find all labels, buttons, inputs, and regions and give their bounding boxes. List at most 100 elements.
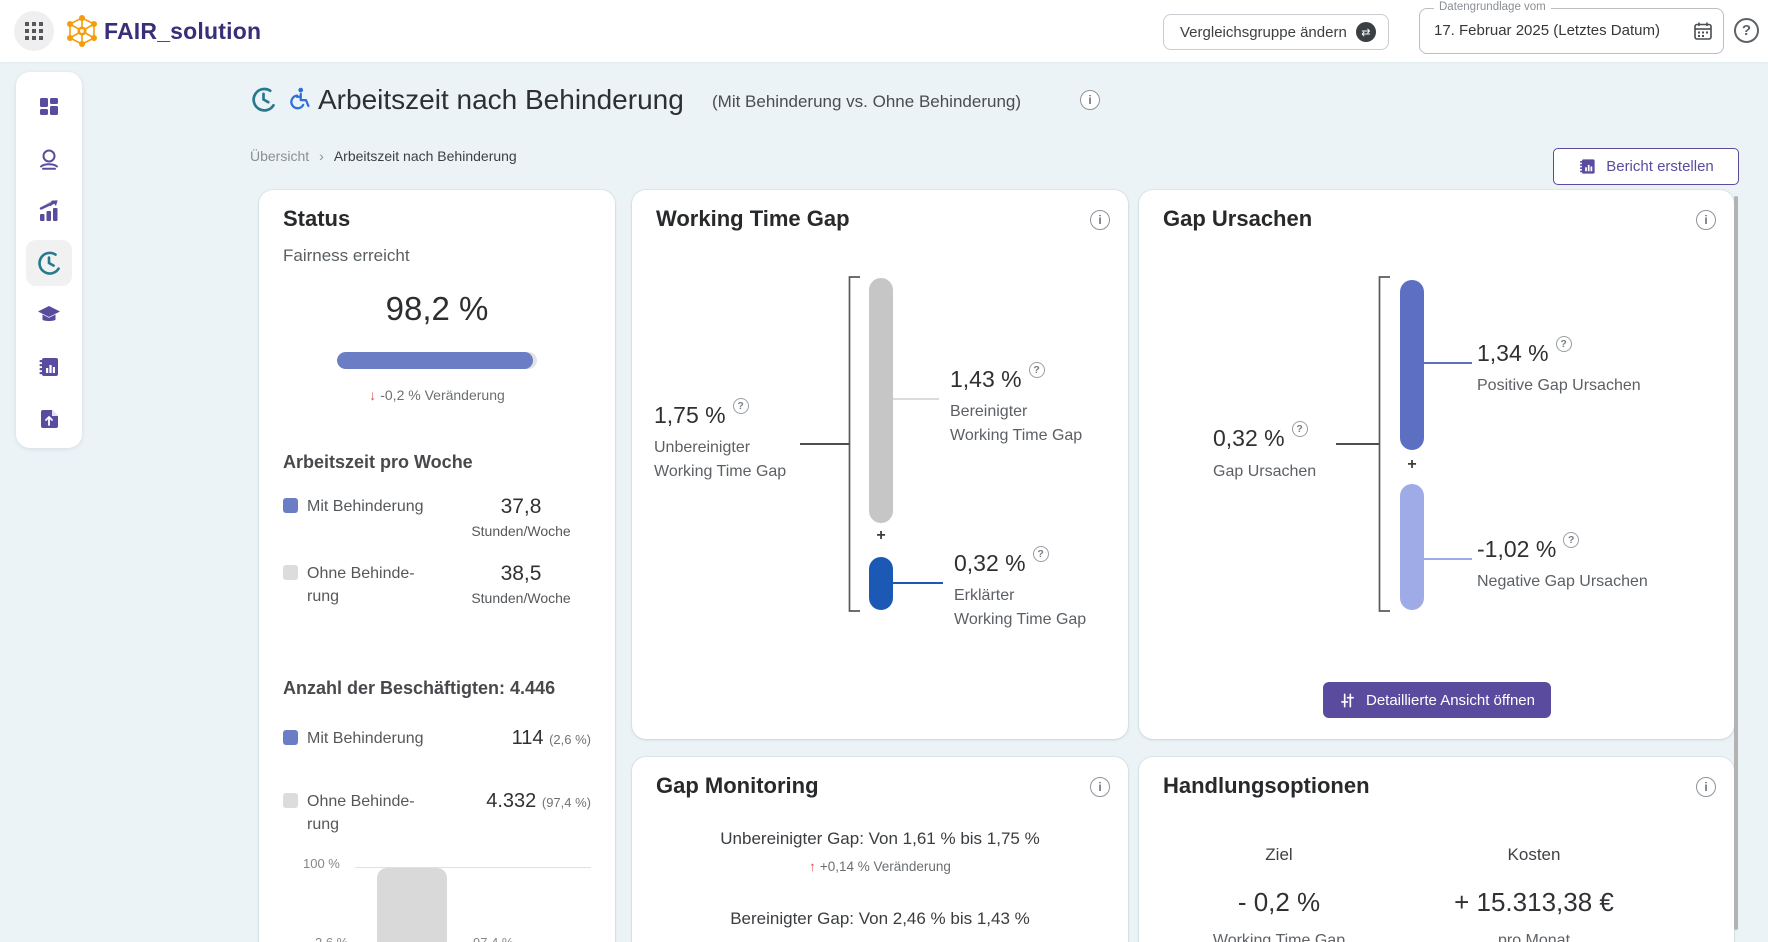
- upload-file-icon: [41, 410, 58, 428]
- headcount-row-without-disability: Ohne Behinde-rung 4.332 (97,4 %): [283, 790, 591, 836]
- page-title-icons: [250, 86, 312, 113]
- unadjusted-gap-label: Unbereinigter Working Time Gap: [654, 439, 787, 480]
- create-report-label: Bericht erstellen: [1606, 158, 1714, 175]
- goal-column: Ziel - 0,2 % Working Time Gap: [1169, 845, 1389, 942]
- cost-heading: Kosten: [1507, 845, 1561, 864]
- goal-heading: Ziel: [1265, 845, 1293, 864]
- explained-gap-value: 0,32 %?: [954, 546, 1049, 577]
- page-title-info-icon[interactable]: i: [1080, 90, 1100, 110]
- worktime-row-with-disability: Mit Behinderung 37,8 Stunden/Woche: [283, 495, 591, 539]
- create-report-button[interactable]: Bericht erstellen: [1553, 148, 1739, 185]
- question-icon[interactable]: ?: [1563, 532, 1580, 548]
- question-icon[interactable]: ?: [1291, 421, 1308, 437]
- connector-line-explained: [893, 582, 943, 584]
- fairness-change-text: -0,2 % Veränderung: [380, 387, 505, 403]
- action-options-card: Handlungsoptionen i Ziel - 0,2 % Working…: [1139, 757, 1734, 942]
- tune-sliders-icon: [1341, 693, 1354, 707]
- connector-line-unadjusted: [800, 443, 850, 445]
- breadcrumb-chevron-icon: ›: [319, 148, 324, 164]
- mini-chart-bar-without-disability: [377, 868, 447, 942]
- date-field-label: Datengrundlage vom: [1434, 1, 1551, 13]
- cost-column: Kosten + 15.313,38 € pro Monat: [1389, 845, 1679, 942]
- mini-chart-label-right: 97,4 %: [473, 935, 513, 942]
- breadcrumb-current: Arbeitszeit nach Behinderung: [333, 148, 517, 164]
- bracket-shape: [1378, 276, 1390, 612]
- grid-menu-icon: [25, 22, 43, 40]
- fairness-progress-bar: [337, 352, 537, 369]
- worktime-row-value: 37,8: [500, 495, 542, 518]
- sidebar-item-report[interactable]: [26, 344, 72, 390]
- report-icon: [1580, 159, 1595, 174]
- compare-group-button[interactable]: Vergleichsgruppe ändern ⇄: [1163, 14, 1389, 50]
- help-icon[interactable]: ?: [1734, 18, 1759, 43]
- action-options-info-icon[interactable]: i: [1696, 777, 1716, 797]
- adjusted-gap-range: Bereinigter Gap: Von 2,46 % bis 1,43 %: [730, 909, 1030, 928]
- status-card-title: Status: [283, 206, 351, 231]
- worktime-row-unit: Stunden/Woche: [471, 523, 571, 539]
- unadjusted-gap-range: Unbereinigter Gap: Von 1,61 % bis 1,75 %: [720, 829, 1040, 848]
- compare-swap-icon: ⇄: [1355, 22, 1376, 42]
- sidebar-item-growth[interactable]: [26, 188, 72, 234]
- plus-sign: +: [876, 527, 886, 544]
- sidebar-item-people[interactable]: [26, 136, 72, 182]
- legend-square-without-disability: [283, 565, 298, 580]
- data-basis-date-field[interactable]: Datengrundlage vom 17. Februar 2025 (Let…: [1419, 1, 1724, 54]
- dashboard-icon: [40, 98, 58, 115]
- negative-causes-bar: [1400, 484, 1424, 610]
- calendar-icon[interactable]: [1693, 21, 1713, 46]
- worktime-section-heading: Arbeitszeit pro Woche: [283, 452, 473, 472]
- working-time-clock-icon: [252, 87, 275, 112]
- app-title: FAIR_solution: [104, 18, 262, 44]
- positive-causes-value: 1,34 %?: [1477, 336, 1572, 367]
- sidebar-item-working-time[interactable]: [26, 240, 72, 286]
- connector-line-positive: [1424, 362, 1472, 364]
- connector-line-total: [1336, 443, 1380, 445]
- legend-square-without-disability: [283, 793, 298, 808]
- sidebar-item-education[interactable]: [26, 292, 72, 338]
- fairness-percent-value: 98,2 %: [385, 290, 489, 327]
- question-icon[interactable]: ?: [732, 398, 749, 414]
- app-grid-menu-button[interactable]: [14, 11, 54, 51]
- worktime-row-label: Mit Behinderung: [307, 498, 424, 515]
- cost-value: + 15.313,38 €: [1454, 887, 1614, 917]
- clock-icon: [38, 251, 60, 275]
- question-icon[interactable]: ?: [1032, 546, 1049, 562]
- vertical-scrollbar[interactable]: [1734, 196, 1738, 930]
- sidebar-item-dashboard[interactable]: [26, 84, 72, 130]
- mini-chart-gridline: [355, 867, 591, 868]
- gap-monitoring-card: Gap Monitoring i Unbereinigter Gap: Von …: [632, 757, 1128, 942]
- page-title: Arbeitszeit nach Behinderung: [318, 84, 684, 115]
- question-icon[interactable]: ?: [1555, 336, 1572, 352]
- adjusted-gap-label: Bereinigter Working Time Gap: [950, 403, 1083, 444]
- gap-change-line: ↑ +0,14 % Veränderung: [632, 859, 1128, 874]
- breadcrumb-root[interactable]: Übersicht: [250, 148, 310, 164]
- headcount-row-share: (2,6 %): [549, 732, 591, 747]
- page-subtitle: (Mit Behinderung vs. Ohne Behinderung): [712, 92, 1022, 111]
- working-time-gap-info-icon[interactable]: i: [1090, 210, 1110, 230]
- headcount-row-with-disability: Mit Behinderung 114 (2,6 %): [283, 727, 591, 750]
- connector-line-negative: [1424, 558, 1472, 560]
- report-notebook-icon: [39, 358, 58, 376]
- question-icon[interactable]: ?: [1028, 362, 1045, 378]
- legend-square-with-disability: [283, 498, 298, 513]
- explained-gap-bar: [869, 557, 893, 610]
- fairness-change: ↓ -0,2 % Veränderung: [259, 387, 615, 403]
- adjusted-gap-value: 1,43 %?: [950, 362, 1045, 393]
- total-causes-label: Gap Ursachen: [1213, 463, 1317, 480]
- plus-sign: +: [1407, 456, 1417, 473]
- graduation-cap-icon: [38, 306, 60, 321]
- gap-causes-info-icon[interactable]: i: [1696, 210, 1716, 230]
- status-card: Status Fairness erreicht 98,2 % ↓ -0,2 % …: [259, 190, 615, 942]
- open-detailed-view-button[interactable]: Detaillierte Ansicht öffnen: [1323, 682, 1551, 718]
- bracket-shape: [848, 276, 860, 612]
- unadjusted-gap-value: 1,75 %?: [654, 398, 749, 429]
- gap-monitoring-info-icon[interactable]: i: [1090, 777, 1110, 797]
- worktime-row-unit: Stunden/Woche: [471, 590, 571, 606]
- action-options-title: Handlungsoptionen: [1163, 773, 1370, 798]
- negative-causes-value: -1,02 %?: [1477, 532, 1580, 563]
- arrow-down-icon: ↓: [369, 387, 377, 403]
- wheelchair-icon: [290, 87, 310, 110]
- sidebar-item-upload[interactable]: [26, 396, 72, 442]
- fairness-state-text: Fairness erreicht: [283, 246, 410, 265]
- worktime-row-value: 38,5: [500, 562, 542, 585]
